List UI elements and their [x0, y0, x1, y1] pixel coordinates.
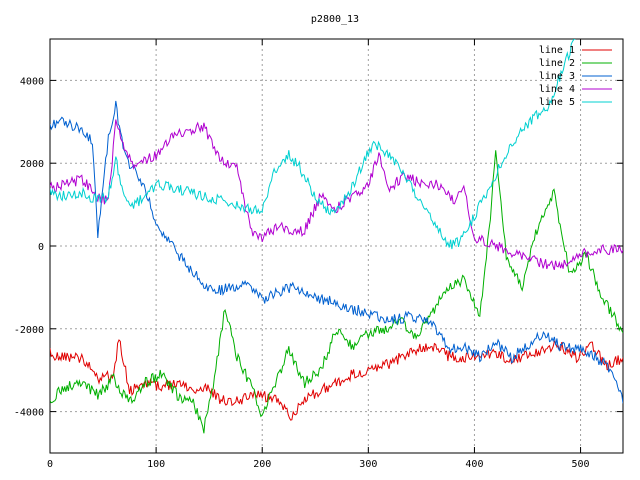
- legend-label: line 4: [539, 84, 575, 95]
- series-line-3: [50, 100, 623, 404]
- y-tick-label: -4000: [14, 408, 44, 419]
- legend-label: line 3: [539, 71, 575, 82]
- legend-label: line 5: [539, 97, 575, 108]
- y-tick-label: 0: [38, 242, 44, 253]
- y-tick-label: -2000: [14, 325, 44, 336]
- series-layer: [50, 39, 623, 434]
- y-tick-label: 2000: [20, 159, 44, 170]
- legend-label: line 1: [539, 45, 575, 56]
- x-tick-label: 100: [147, 459, 165, 470]
- x-tick-label: 400: [465, 459, 483, 470]
- legend: line 1 line 2 line 3 line 4 line 5: [539, 45, 612, 108]
- series-line-2: [50, 150, 623, 434]
- chart-title: p2800_13: [311, 14, 359, 25]
- legend-label: line 2: [539, 58, 575, 69]
- grid: [50, 39, 623, 453]
- x-tick-label: 200: [253, 459, 271, 470]
- series-line-4: [50, 119, 623, 271]
- series-line-5: [50, 39, 576, 250]
- x-tick-label: 0: [47, 459, 53, 470]
- y-tick-label: 4000: [20, 76, 44, 87]
- x-tick-label: 500: [572, 459, 590, 470]
- x-tick-label: 300: [359, 459, 377, 470]
- axis-ticks: 0 100 200 300 400 500 -4000 -2000 0 2000 4000: [14, 39, 623, 470]
- series-line-1: [50, 339, 623, 421]
